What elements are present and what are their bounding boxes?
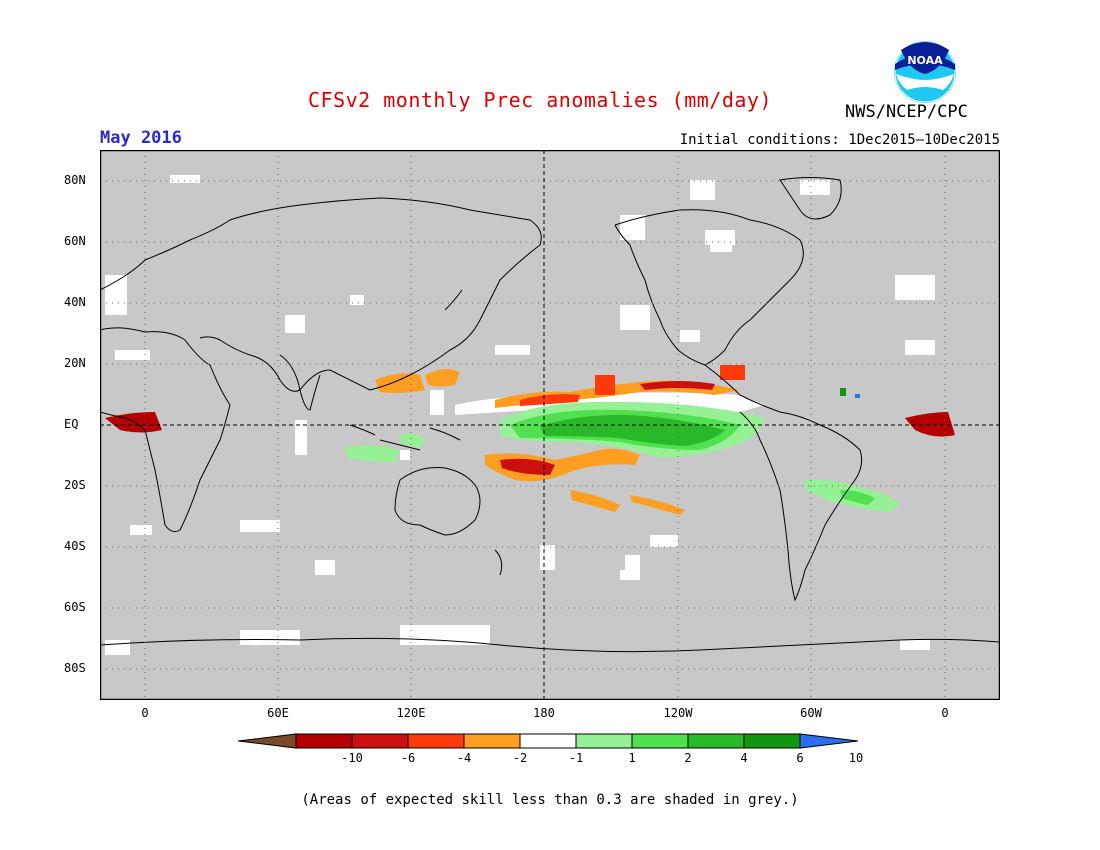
colorbar-tick-label: 6 bbox=[796, 751, 804, 765]
colorbar-tick-label: -4 bbox=[456, 751, 472, 765]
colorbar-swatch-5 bbox=[519, 733, 577, 749]
lon-label-180: 180 bbox=[533, 706, 555, 720]
colorbar-tick-label: 2 bbox=[684, 751, 692, 765]
lat-label-60n: 60N bbox=[64, 234, 86, 248]
chart-title-text: CFSv2 monthly Prec anomalies (mm/day) bbox=[307, 88, 773, 112]
colorbar-tick-label: -1 bbox=[568, 751, 584, 765]
near-zero-patches bbox=[105, 175, 935, 655]
lat-label-40n: 40N bbox=[64, 295, 86, 309]
dry-anomaly-subtropic-b bbox=[630, 495, 685, 515]
valid-month: May 2016 bbox=[100, 128, 182, 148]
skill-footnote: (Areas of expected skill less than 0.3 a… bbox=[301, 792, 799, 808]
colorbar-swatch-1 bbox=[295, 733, 353, 749]
dry-anomaly-patch-a bbox=[595, 375, 615, 395]
lat-label-20n: 20N bbox=[64, 356, 86, 370]
colorbar-swatch-2 bbox=[351, 733, 409, 749]
chart-title: CFSv2 monthly Prec anomalies (mm/day) bbox=[0, 88, 1100, 112]
wet-anomaly-atlantic-blue bbox=[855, 394, 860, 398]
anomaly-map bbox=[100, 150, 1000, 700]
dry-anomaly-patch-b bbox=[720, 365, 745, 380]
colorbar-swatch-4 bbox=[463, 733, 521, 749]
colorbar bbox=[238, 733, 859, 749]
lon-label-60e: 60E bbox=[267, 706, 289, 720]
lon-label-120w: 120W bbox=[663, 706, 693, 720]
wet-anomaly-indian-ocean bbox=[345, 445, 400, 462]
logo-text: NOAA bbox=[907, 54, 943, 67]
graticule bbox=[100, 150, 1000, 700]
colorbar-swatch-8 bbox=[687, 733, 745, 749]
dry-anomaly-scs bbox=[375, 373, 425, 394]
dry-anomaly-north-red bbox=[640, 381, 715, 390]
initial-conditions: Initial conditions: 1Dec2015–10Dec2015 bbox=[679, 132, 1000, 148]
dry-anomaly-philippine-sea bbox=[425, 369, 460, 387]
lat-label-40s: 40S bbox=[64, 539, 86, 553]
agency-label: NWS/NCEP/CPC bbox=[845, 102, 968, 122]
colorbar-swatch-10 bbox=[799, 733, 859, 749]
lon-label-0-left: 0 bbox=[141, 706, 149, 720]
colorbar-tick-label: 10 bbox=[848, 751, 864, 765]
colorbar-tick-label: -2 bbox=[512, 751, 528, 765]
colorbar-tick-label: -6 bbox=[400, 751, 416, 765]
colorbar-swatch-6 bbox=[575, 733, 633, 749]
colorbar-tick-label: 1 bbox=[628, 751, 636, 765]
lon-label-0-right: 0 bbox=[941, 706, 949, 720]
wet-anomaly-indonesia bbox=[400, 433, 425, 448]
lon-label-60w: 60W bbox=[800, 706, 822, 720]
colorbar-swatch-3 bbox=[407, 733, 465, 749]
lon-label-120e: 120E bbox=[396, 706, 426, 720]
map-frame bbox=[100, 150, 1000, 700]
dry-anomaly-subtropic-a bbox=[570, 490, 620, 512]
colorbar-swatch-7 bbox=[631, 733, 689, 749]
coastlines bbox=[100, 177, 1000, 653]
lat-label-20s: 20S bbox=[64, 478, 86, 492]
lat-label-80s: 80S bbox=[64, 661, 86, 675]
colorbar-swatch-0 bbox=[238, 733, 297, 749]
lat-label-eq: EQ bbox=[64, 417, 79, 431]
wet-anomaly-atlantic-dot bbox=[840, 388, 846, 396]
dry-anomaly-south-core bbox=[500, 458, 555, 475]
equator-and-dateline bbox=[100, 150, 1000, 700]
dry-anomaly-guinea-right bbox=[905, 412, 955, 437]
dry-anomaly-north-core bbox=[520, 394, 580, 406]
colorbar-tick-label: -10 bbox=[341, 751, 363, 765]
colorbar-tick-label: 4 bbox=[740, 751, 748, 765]
colorbar-swatch-9 bbox=[743, 733, 801, 749]
wet-anomaly-south-america-core bbox=[840, 490, 875, 505]
lat-label-60s: 60S bbox=[64, 600, 86, 614]
noaa-logo: NOAA bbox=[894, 41, 956, 103]
lat-label-80n: 80N bbox=[64, 173, 86, 187]
wet-anomaly-strong bbox=[540, 414, 725, 446]
